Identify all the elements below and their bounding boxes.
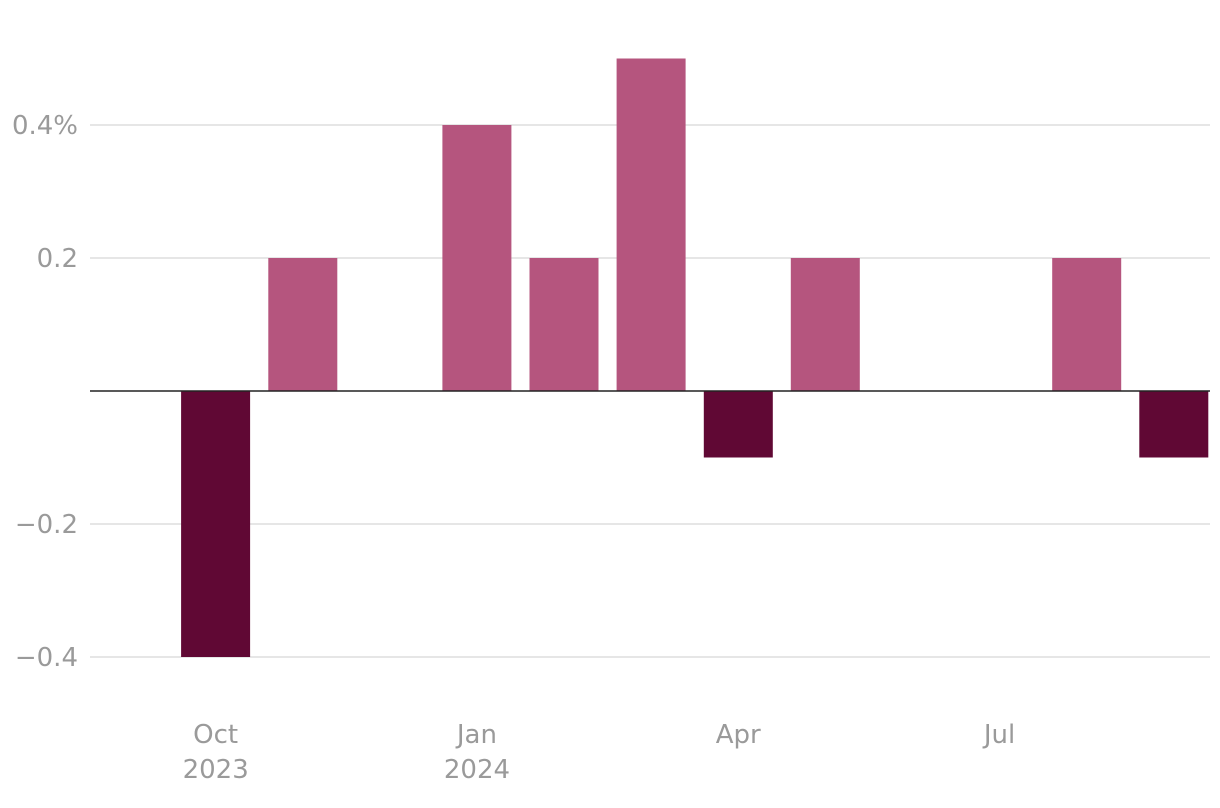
- bar-2024-02: [529, 258, 599, 391]
- x-tick-label: Oct: [193, 720, 238, 750]
- bar-2023-11: [268, 258, 338, 391]
- x-axis-tick-labels: Oct 2023 Jan 2024 Apr Jul: [183, 720, 1016, 785]
- bar-2024-08: [1052, 258, 1122, 391]
- bar-2024-01: [442, 125, 512, 391]
- x-tick-label: Jul: [982, 720, 1015, 750]
- bars: [181, 58, 1209, 657]
- x-tick-label: Apr: [716, 720, 761, 750]
- bar-2024-09: [1139, 391, 1209, 458]
- x-tick-label: Jan: [455, 720, 497, 750]
- x-tick-year-label: 2024: [444, 755, 510, 785]
- y-tick-label: 0.2: [37, 244, 78, 274]
- bar-2024-05: [790, 258, 860, 391]
- y-tick-label: −0.4: [15, 643, 78, 673]
- y-axis-tick-labels: 0.4% 0.2 −0.2 −0.4: [12, 111, 78, 673]
- bar-2024-03: [616, 58, 686, 391]
- x-tick-year-label: 2023: [183, 755, 249, 785]
- bar-2023-10: [181, 391, 251, 657]
- y-tick-label: 0.4%: [12, 111, 78, 141]
- bar-2024-04: [703, 391, 773, 458]
- y-tick-label: −0.2: [15, 510, 78, 540]
